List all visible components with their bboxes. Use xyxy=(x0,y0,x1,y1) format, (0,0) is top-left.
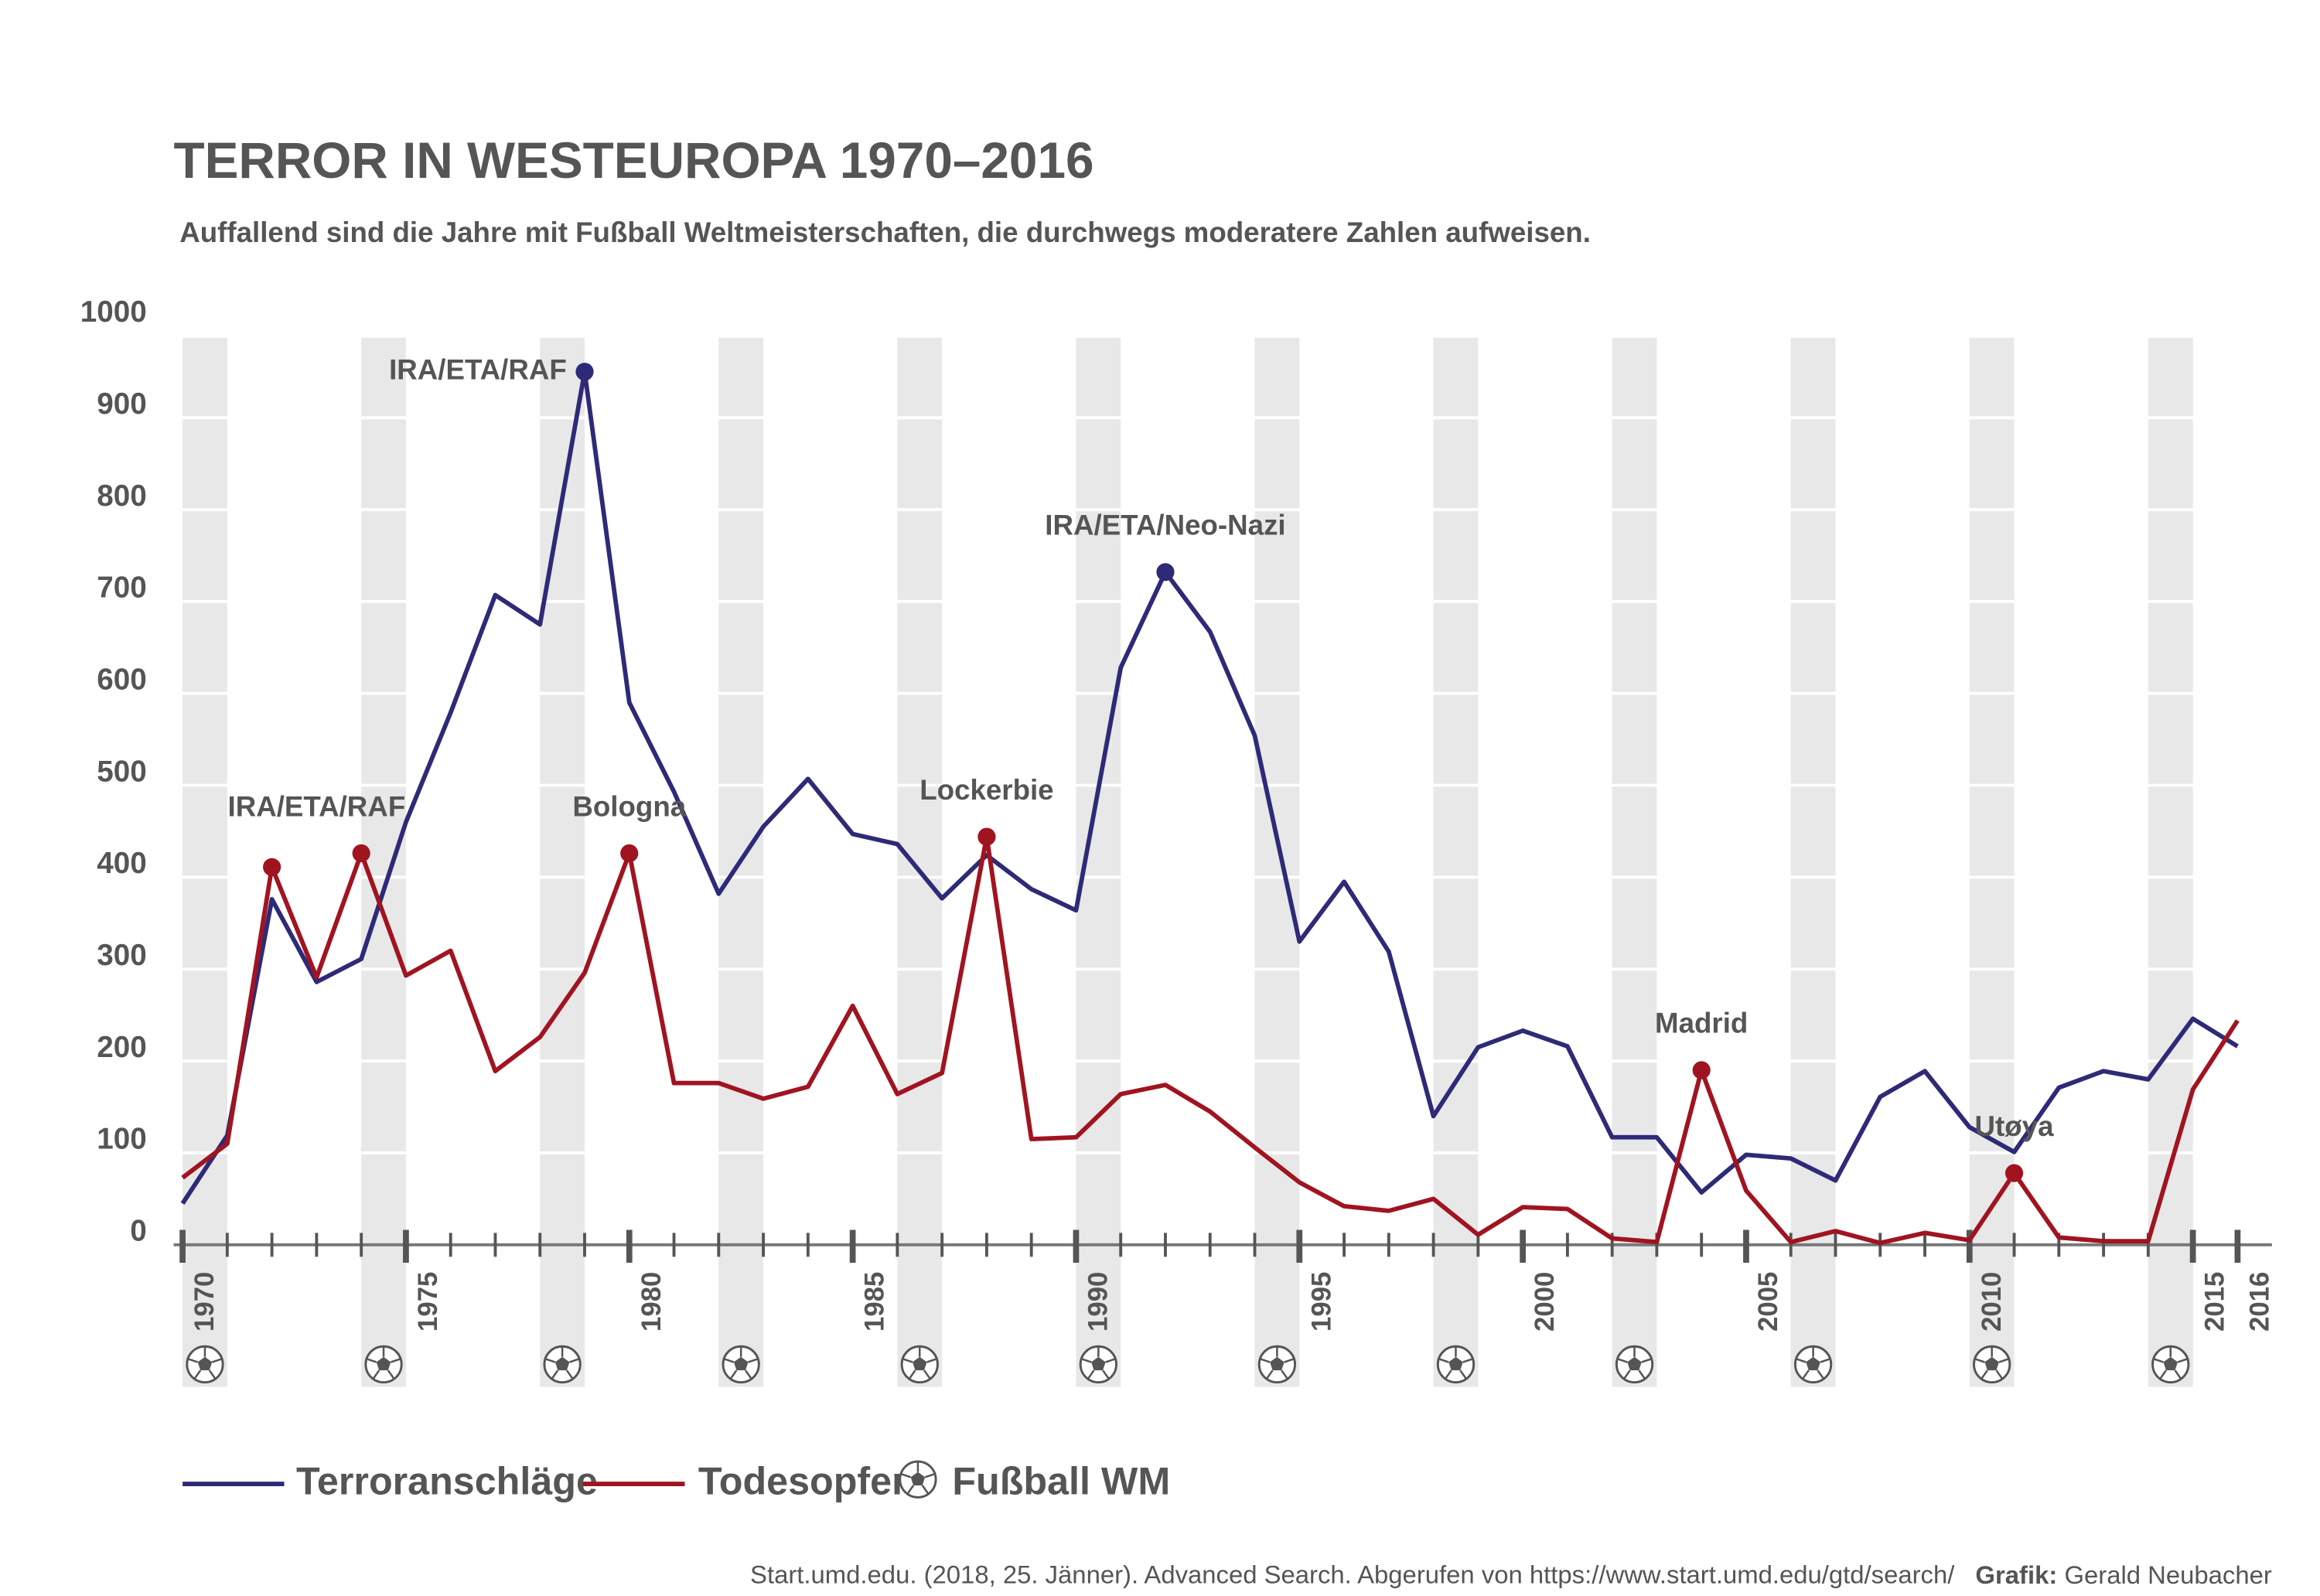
y-tick-label: 100 xyxy=(97,1123,146,1156)
annotation-dot xyxy=(2004,1164,2024,1182)
annotation-dot xyxy=(352,844,370,863)
x-tick-label: 1980 xyxy=(637,1272,667,1332)
series-line xyxy=(180,369,2239,1205)
x-tick-label: 1975 xyxy=(414,1272,443,1332)
soccer-ball xyxy=(900,1345,939,1384)
x-tick-label: 1995 xyxy=(1307,1272,1336,1332)
annotation-dot xyxy=(620,844,639,863)
soccer-ball xyxy=(543,1345,582,1384)
world-cup-band xyxy=(2148,337,2193,1387)
x-tick-label: 1990 xyxy=(1084,1272,1114,1332)
y-tick-label: 800 xyxy=(97,479,146,513)
soccer-ball xyxy=(2151,1345,2190,1384)
credit: Grafik: Gerald Neubacher xyxy=(1975,1560,2271,1589)
soccer-ball xyxy=(722,1345,760,1384)
series-line xyxy=(181,834,2240,1246)
soccer-ball xyxy=(1436,1345,1476,1384)
soccer-ball xyxy=(1793,1345,1833,1384)
world-cup-band xyxy=(1969,337,2015,1387)
y-tick-label: 200 xyxy=(97,1031,146,1064)
y-tick-label: 1000 xyxy=(80,295,147,329)
soccer-ball xyxy=(1615,1345,1654,1384)
world-cup-band xyxy=(1433,337,1479,1387)
x-tick-label: 2000 xyxy=(1530,1272,1560,1332)
annotation-dot xyxy=(1156,563,1175,581)
y-tick-label: 500 xyxy=(97,755,146,788)
x-tick-label: 1970 xyxy=(190,1272,220,1332)
annotation-label: Utøya xyxy=(1975,1110,2055,1142)
world-cup-band xyxy=(361,337,406,1387)
soccer-ball xyxy=(186,1345,224,1384)
annotation-dot xyxy=(263,858,281,876)
x-tick-label: 2016 xyxy=(2246,1272,2275,1332)
x-tick-label: 2005 xyxy=(1754,1272,1783,1332)
x-tick-label: 2010 xyxy=(1977,1272,2007,1332)
soccer-ball xyxy=(1973,1345,2011,1384)
y-tick-label: 700 xyxy=(97,571,146,605)
x-tick-label: 1985 xyxy=(861,1272,890,1332)
world-cup-band xyxy=(1790,337,1836,1387)
chart-title: TERROR IN WESTEUROPA 1970–2016 xyxy=(173,132,1093,189)
world-cup-band xyxy=(540,337,585,1387)
y-tick-label: 0 xyxy=(130,1215,147,1248)
y-tick-label: 400 xyxy=(97,847,146,880)
annotation-label: IRA/ETA/Neo-Nazi xyxy=(1045,510,1285,541)
annotation-label: Madrid xyxy=(1655,1008,1748,1039)
credit-name: Gerald Neubacher xyxy=(2064,1560,2271,1589)
annotation-label: IRA/ETA/RAF xyxy=(389,353,567,385)
annotation-label: Lockerbie xyxy=(919,774,1053,806)
annotation-label: IRA/ETA/RAF xyxy=(228,790,406,822)
legend-ball xyxy=(899,1460,937,1499)
annotation-dot xyxy=(1692,1061,1711,1079)
world-cup-band xyxy=(897,337,943,1387)
source: Start.umd.edu. (2018, 25. Jänner). Advan… xyxy=(750,1560,1955,1589)
world-cup-band xyxy=(1254,337,1300,1387)
annotation-label: Bologna xyxy=(572,790,686,822)
annotation-dot xyxy=(575,363,594,381)
chart-subtitle: Auffallend sind die Jahre mit Fußball We… xyxy=(179,217,1591,248)
y-tick-label: 900 xyxy=(97,387,146,421)
world-cup-band xyxy=(1612,337,1657,1387)
world-cup-band xyxy=(183,337,227,1387)
y-tick-label: 600 xyxy=(97,663,146,696)
legend-label: Todesopfer xyxy=(698,1459,907,1502)
credit-label: Grafik: xyxy=(1975,1560,2057,1589)
legend-label: Terroranschläge xyxy=(296,1459,598,1502)
annotation-dot xyxy=(977,827,996,846)
x-tick-label: 2015 xyxy=(2201,1272,2230,1332)
soccer-ball xyxy=(1079,1345,1117,1384)
y-tick-label: 300 xyxy=(97,939,146,972)
soccer-ball xyxy=(1257,1345,1297,1384)
soccer-ball xyxy=(364,1345,403,1384)
legend-label: Fußball WM xyxy=(952,1459,1170,1502)
